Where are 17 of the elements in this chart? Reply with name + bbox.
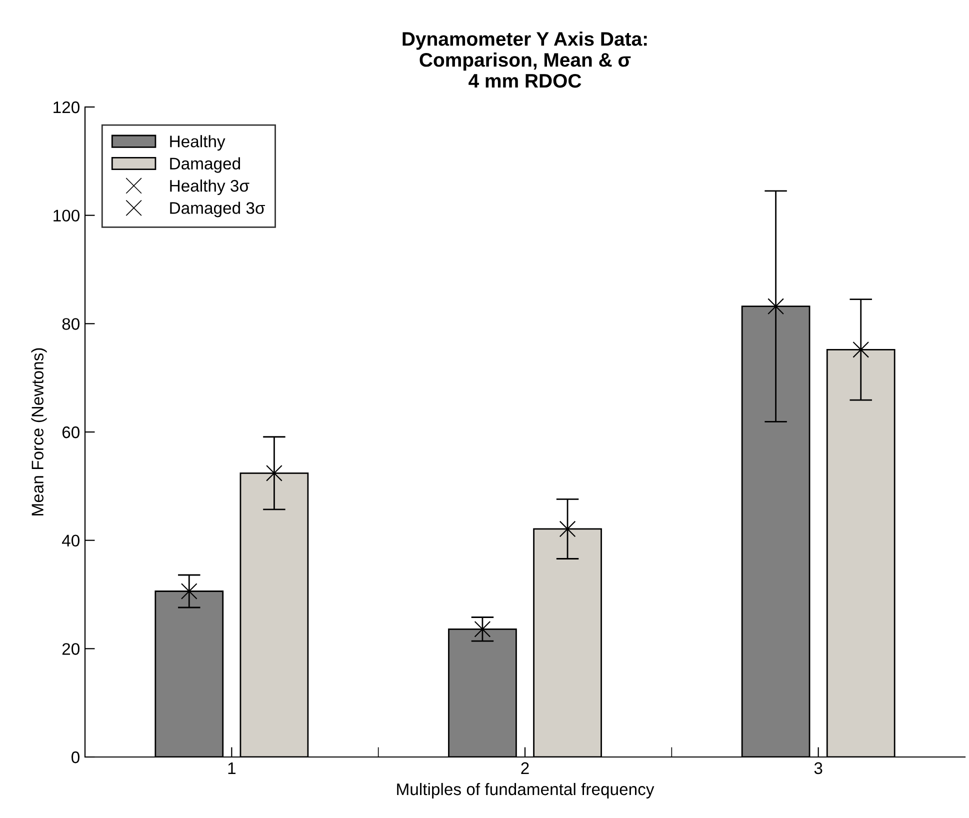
y-tick-label: 120 (54, 101, 80, 114)
legend-label: Healthy (170, 135, 226, 151)
y-tick-label: 60 (62, 426, 80, 438)
x-axis-title: Multiples of fundamental frequency (397, 782, 654, 798)
y-tick-label: 40 (62, 534, 80, 547)
y-tick-label: 100 (54, 210, 80, 222)
x-tick-label: 3 (814, 762, 822, 774)
y-tick-label: 80 (62, 318, 80, 330)
y-axis-title: Mean Force (Newtons) (31, 348, 47, 516)
y-tick-label: 20 (62, 643, 80, 655)
y-tick-label: 0 (72, 751, 80, 764)
legend-label: Damaged 3σ (170, 202, 265, 218)
chart-title: Dynamometer Y Axis Data: Comparison, Mean & σ 4 mm RDOC (402, 32, 647, 88)
legend-label: Healthy 3σ (170, 179, 250, 196)
x-tick-label: 1 (228, 762, 236, 774)
x-tick-label: 2 (521, 762, 529, 774)
legend-label: Damaged (170, 157, 240, 173)
